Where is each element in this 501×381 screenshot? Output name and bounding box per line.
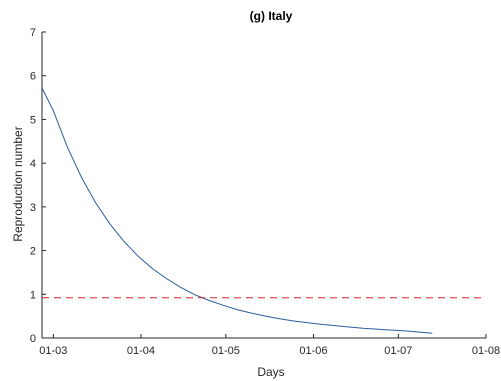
x-axis-label: Days bbox=[257, 365, 284, 379]
y-tick-label: 1 bbox=[30, 289, 36, 301]
x-tick-label: 01-05 bbox=[212, 345, 240, 357]
y-tick-label: 5 bbox=[30, 114, 36, 126]
y-tick-label: 7 bbox=[30, 27, 36, 39]
reproduction-number-curve bbox=[41, 87, 433, 334]
y-axis-label: Reproduction number bbox=[11, 126, 25, 241]
x-tick-label: 01-03 bbox=[39, 345, 67, 357]
y-tick-label: 4 bbox=[30, 158, 36, 170]
chart-title: (g) Italy bbox=[250, 9, 293, 23]
y-tick-label: 0 bbox=[30, 333, 36, 345]
x-tick-label: 01-06 bbox=[299, 345, 327, 357]
y-tick-label: 2 bbox=[30, 246, 36, 258]
x-tick-label: 01-08 bbox=[472, 345, 500, 357]
x-tick-label: 01-07 bbox=[384, 345, 412, 357]
y-tick-label: 3 bbox=[30, 202, 36, 214]
y-tick-label: 6 bbox=[30, 71, 36, 83]
x-tick-label: 01-04 bbox=[127, 345, 155, 357]
